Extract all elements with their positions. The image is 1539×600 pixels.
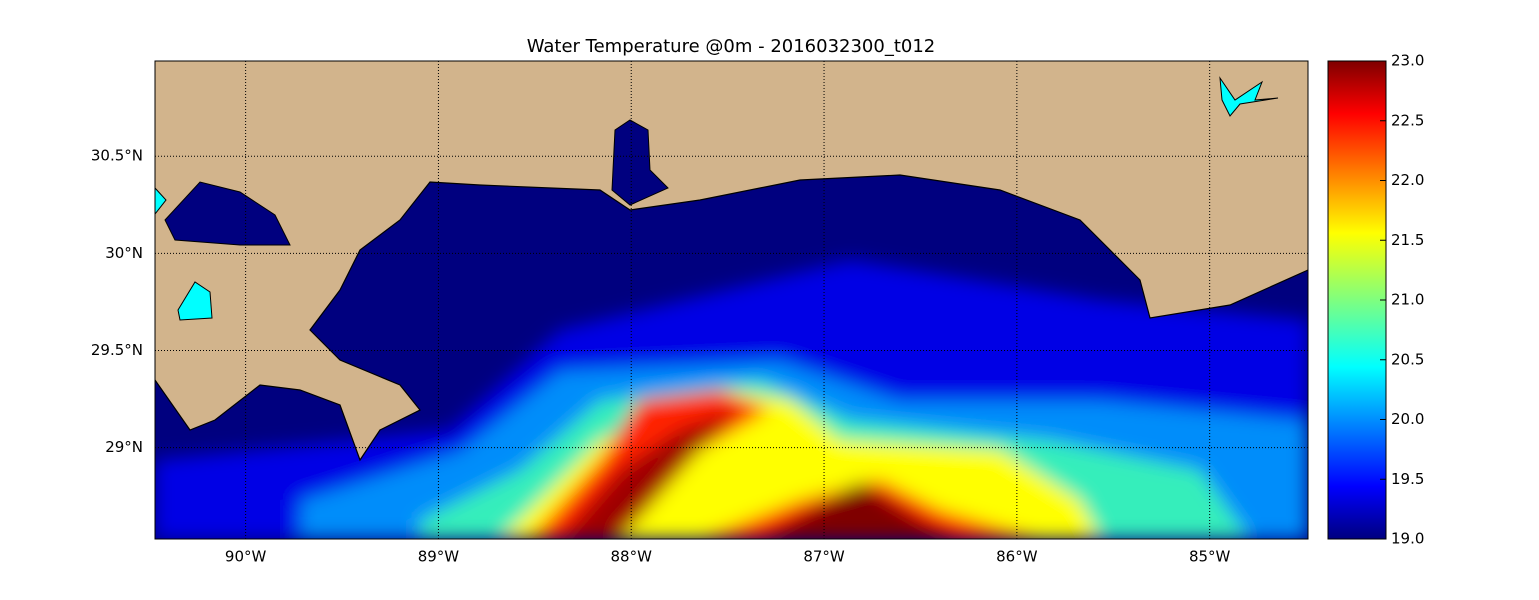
y-tick-label: 30°N — [105, 244, 143, 262]
map-title: Water Temperature @0m - 2016032300_t012 — [527, 36, 936, 57]
x-tick-label: 90°W — [225, 548, 267, 566]
temperature-shading — [155, 260, 1308, 539]
x-tick-label: 89°W — [418, 548, 460, 566]
colorbar — [1327, 60, 1387, 540]
colorbar-tick-label: 19.0 — [1391, 530, 1424, 548]
bay — [611, 119, 669, 206]
colorbar-tick-label: 21.0 — [1391, 291, 1424, 309]
x-tick-label: 86°W — [996, 548, 1038, 566]
colorbar-tick-label: 19.5 — [1391, 470, 1424, 488]
lake — [1219, 76, 1279, 117]
y-tick-label: 29°N — [105, 438, 143, 456]
x-tick-label: 88°W — [611, 548, 653, 566]
y-tick-label: 29.5°N — [91, 341, 143, 359]
coastline — [154, 174, 1309, 462]
lake — [177, 281, 213, 321]
x-tick-label: 87°W — [803, 548, 845, 566]
map-frame — [154, 60, 1309, 540]
lake — [164, 181, 291, 246]
colorbar-tick-label: 23.0 — [1391, 52, 1424, 70]
colorbar-tick-label: 21.5 — [1391, 231, 1424, 249]
x-tick-label: 85°W — [1189, 548, 1231, 566]
colorbar-tick-label: 20.5 — [1391, 350, 1424, 368]
colorbar-tick-label: 22.5 — [1391, 111, 1424, 129]
y-tick-label: 30.5°N — [91, 147, 143, 165]
colorbar-tick-label: 20.0 — [1391, 410, 1424, 428]
colorbar-tick-label: 22.0 — [1391, 171, 1424, 189]
